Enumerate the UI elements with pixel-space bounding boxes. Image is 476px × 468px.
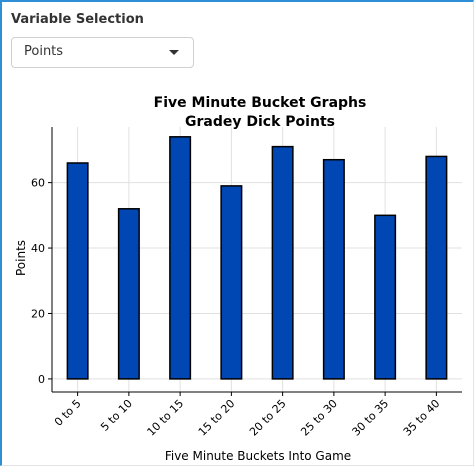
bar-30-to-35	[374, 214, 397, 380]
variable-selection-label: Variable Selection	[11, 12, 144, 27]
y-axis-label: Points	[14, 240, 28, 276]
x-tick-label: 0 to 5	[52, 397, 84, 429]
x-tick-label: 25 to 30	[298, 397, 340, 439]
chevron-down-icon	[169, 50, 179, 55]
bar-20-to-25	[271, 145, 294, 380]
bar-35-to-40	[425, 155, 448, 380]
y-tick-label: 20	[31, 307, 45, 320]
selected-variable: Points	[24, 44, 64, 59]
y-tick-label: 60	[31, 177, 45, 190]
variable-select[interactable]: Points	[11, 37, 194, 68]
bar-10-to-15	[169, 136, 192, 380]
chart-subtitle: Gradey Dick Points	[185, 114, 335, 130]
x-tick-label: 20 to 25	[247, 397, 289, 439]
bar-25-to-30	[322, 158, 345, 380]
y-tick-label: 0	[38, 373, 45, 386]
x-tick-label: 10 to 15	[145, 397, 187, 439]
x-tick-label: 35 to 40	[401, 397, 443, 439]
bar-5-to-10	[117, 208, 140, 380]
chart-title: Five Minute Bucket Graphs	[154, 95, 367, 111]
bar-0-to-5	[66, 162, 89, 380]
x-axis-label: Five Minute Buckets Into Game	[165, 449, 351, 463]
x-tick-label: 5 to 10	[98, 397, 135, 434]
y-tick-label: 40	[31, 242, 45, 255]
x-tick-label: 30 to 35	[350, 397, 392, 439]
x-tick-label: 15 to 20	[196, 397, 238, 439]
bar-15-to-20	[220, 185, 243, 380]
